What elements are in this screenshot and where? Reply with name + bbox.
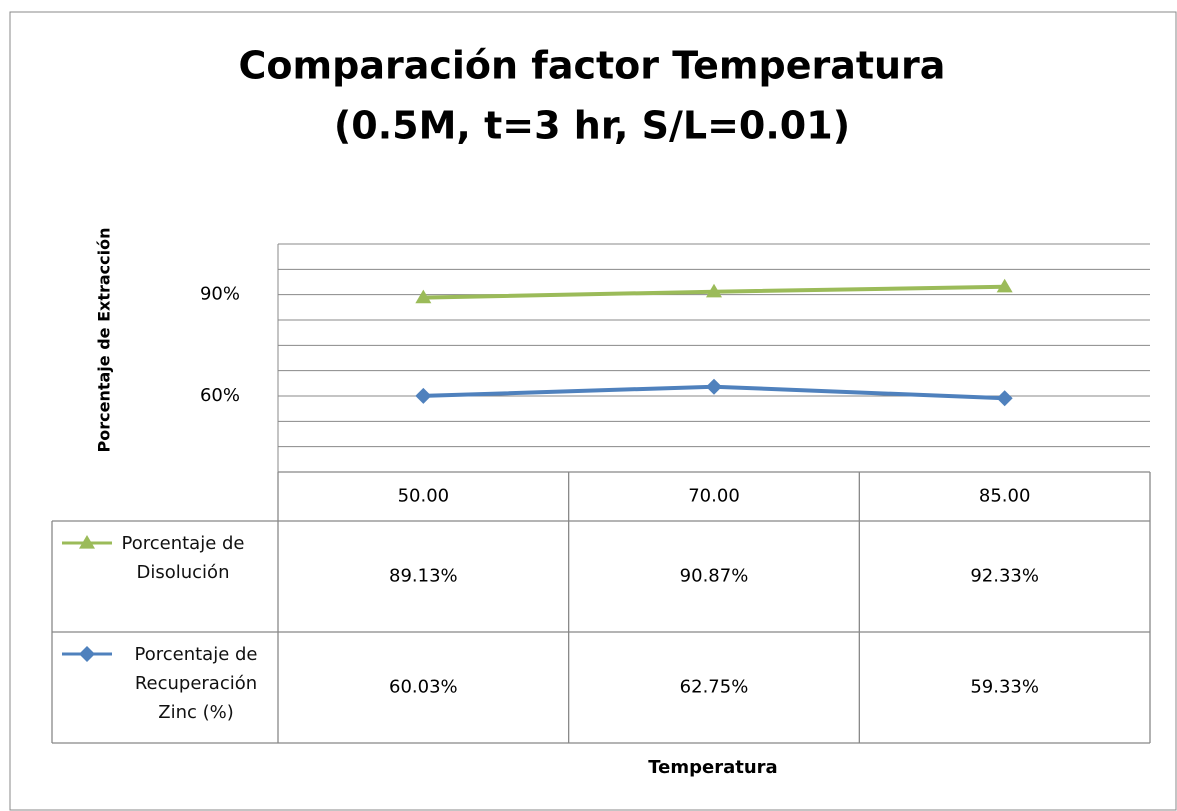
legend-label: Porcentaje de Recuperación Zinc (%) xyxy=(134,644,258,723)
y-tick-label: 90% xyxy=(200,284,240,305)
x-axis-title: Temperatura xyxy=(648,757,777,778)
table-value: 60.03% xyxy=(389,677,458,698)
x-tick-label: 85.00 xyxy=(979,486,1031,507)
data-point xyxy=(706,283,722,298)
legend-marker xyxy=(79,535,95,549)
chart-border xyxy=(9,11,1177,811)
table-value: 90.87% xyxy=(680,566,749,587)
legend-marker xyxy=(79,646,95,662)
table-value: 92.33% xyxy=(970,566,1039,587)
data-point xyxy=(996,390,1013,407)
table-value: 89.13% xyxy=(389,566,458,587)
table-value: 59.33% xyxy=(970,677,1039,698)
x-tick-label: 70.00 xyxy=(688,486,740,507)
y-axis-title: Porcentaje de Extracción xyxy=(95,228,114,453)
table-value: 62.75% xyxy=(680,677,749,698)
data-point xyxy=(415,387,432,404)
x-tick-label: 50.00 xyxy=(398,486,450,507)
legend-label: Porcentaje de Disolución xyxy=(121,533,245,583)
data-point xyxy=(996,278,1013,293)
y-tick-label: 60% xyxy=(200,385,240,406)
chart-title: Comparación factor Temperatura xyxy=(239,44,946,88)
data-point xyxy=(706,378,722,395)
data-point xyxy=(415,289,432,304)
chart-subtitle: (0.5M, t=3 hr, S/L=0.01) xyxy=(334,104,850,148)
